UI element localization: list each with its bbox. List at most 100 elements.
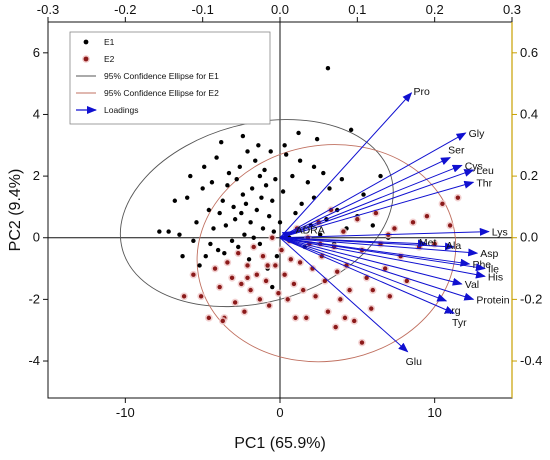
e1-point (237, 164, 242, 170)
e2-point (212, 266, 218, 271)
loading-label: Ile (488, 264, 499, 276)
loading-arrow (279, 237, 475, 301)
e2-point (245, 275, 250, 281)
e2-point (236, 250, 241, 256)
e2-point (347, 287, 352, 293)
e2-point (335, 269, 340, 274)
e1-point (202, 164, 207, 170)
right-tick-label: 0.0 (520, 230, 538, 245)
legend: E1 E2 95% Confidence Ellipse for E1 95% Con… (69, 31, 271, 125)
right-tick-label: 0.6 (520, 45, 538, 60)
e1-point (240, 133, 246, 139)
e1-point (282, 143, 287, 148)
e1-point (248, 220, 253, 225)
e1-point (268, 149, 273, 154)
e2-point (225, 260, 230, 265)
e2-point (220, 318, 225, 324)
e2-point (248, 287, 253, 293)
e1-point (177, 232, 182, 237)
e1-point (254, 207, 259, 213)
confidence-ellipse-1 (119, 119, 394, 308)
e1-point (231, 204, 236, 210)
loading-arrow (279, 237, 486, 279)
x-tick-label: 10 (427, 405, 441, 420)
y-axis-title: PC2 (9.4%) (7, 169, 24, 252)
e1-point (208, 241, 213, 247)
confidence-ellipse-2 (196, 144, 457, 363)
e1-point (361, 192, 366, 197)
loading-label: Pro (413, 86, 430, 98)
e1-point (256, 143, 261, 148)
e1-point (209, 180, 215, 185)
e1-point (378, 173, 383, 179)
e2-point (206, 315, 212, 321)
e2-point (257, 297, 263, 302)
x-tick-label: 0 (276, 405, 283, 420)
e1-point (293, 210, 298, 216)
e2-point (301, 287, 306, 293)
loading-arrow (279, 237, 455, 251)
legend-swatch-e2 (83, 56, 89, 62)
top-tick-label: 0.0 (271, 2, 289, 17)
e2-point (322, 278, 328, 284)
legend-swatch-e1 (83, 39, 89, 45)
top-tick-label: -0.3 (37, 2, 59, 17)
x-axis-title: PC1 (65.9%) (234, 435, 326, 452)
e2-point (254, 272, 259, 277)
e1-point (226, 170, 232, 176)
loading-label: Asp (480, 248, 498, 260)
e1-point (246, 257, 252, 262)
e1-point (200, 186, 205, 191)
e1-point (311, 164, 317, 170)
y-tick-label: 4 (33, 106, 40, 121)
e1-point (273, 176, 278, 182)
e2-point (382, 266, 388, 271)
e2-point (424, 213, 430, 219)
e2-point (447, 223, 453, 228)
e2-point (359, 340, 365, 345)
e1-point (271, 229, 277, 234)
e1-point (217, 210, 222, 216)
e1-point (203, 254, 208, 259)
e1-point (249, 186, 255, 191)
loading-arrow (279, 237, 463, 286)
e1-point (215, 247, 221, 253)
e1-point (232, 217, 238, 222)
e1-point (194, 220, 199, 225)
axes: -10 0 10 -4 -2 0 2 4 6 -0.3 -0.2 -0.1 0.0 0.1 0.2 0.3 -0… (28, 2, 542, 420)
e1-point (283, 152, 289, 157)
e1-point (290, 173, 295, 179)
e2-point (282, 272, 287, 277)
e2-point (293, 315, 298, 321)
e1-point (370, 223, 375, 228)
e2-point (288, 257, 294, 262)
loading-arrow (279, 237, 479, 257)
e2-point (328, 207, 334, 213)
right-tick-label: -0.4 (520, 353, 542, 368)
loading-arrow (279, 169, 475, 239)
e1-point (157, 229, 162, 234)
loading-arrow (279, 164, 463, 239)
loading-arrow (279, 237, 486, 272)
e2-point (276, 291, 281, 296)
e1-point (348, 127, 354, 133)
legend-label: E2 (104, 54, 115, 64)
e1-point (314, 136, 320, 142)
loading-label: Arg (444, 305, 461, 317)
e2-point (260, 254, 266, 259)
e1-point (185, 195, 190, 200)
e2-point (325, 309, 331, 314)
top-tick-label: -0.2 (114, 2, 136, 17)
e1-point (339, 176, 345, 182)
e1-point (262, 167, 267, 173)
e1-point (166, 229, 171, 234)
top-tick-label: 0.2 (426, 2, 444, 17)
legend-label: 95% Confidence Ellipse for E1 (104, 71, 219, 81)
y-tick-label: 6 (33, 45, 40, 60)
e1-point (280, 189, 286, 194)
e2-point (440, 201, 445, 207)
y-tick-label: 0 (33, 230, 40, 245)
e2-point (297, 260, 303, 265)
e2-point (285, 297, 290, 302)
e1-point (321, 170, 326, 176)
